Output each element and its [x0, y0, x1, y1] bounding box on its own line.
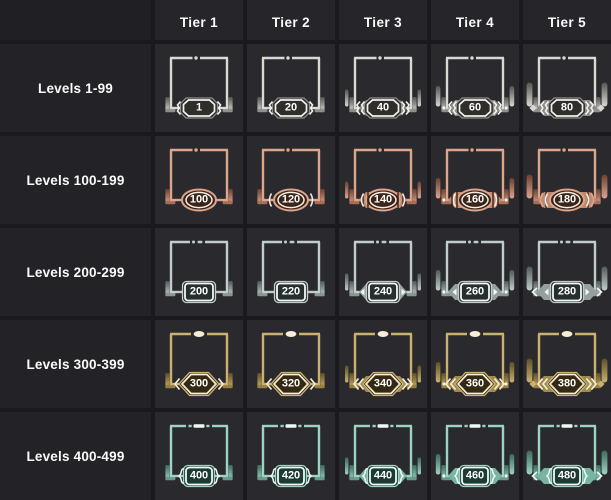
- level-border-icon: [165, 240, 233, 304]
- frame-cell-r5-t1: 400: [155, 412, 243, 500]
- level-badge-number: 120: [281, 193, 301, 206]
- frame-cell-r2-t3: 140: [339, 136, 427, 224]
- frame-cell-r4-t3: 340: [339, 320, 427, 408]
- row-label-levels-1-99: Levels 1-99: [0, 44, 151, 132]
- level-badge-number: 260: [465, 285, 485, 298]
- frame-cell-r1-t1: 1: [155, 44, 243, 132]
- frame-cell-r1-t3: 40: [339, 44, 427, 132]
- level-border-icon: [345, 331, 421, 397]
- frame-cell-r2-t2: 120: [247, 136, 335, 224]
- level-border-icon: [165, 424, 233, 488]
- frame-cell-r5-t3: 440: [339, 412, 427, 500]
- level-border-icon: [435, 424, 515, 488]
- row-label-levels-100-199: Levels 100-199: [0, 136, 151, 224]
- frame-cell-r5-t2: 420: [247, 412, 335, 500]
- level-badge-number: 480: [557, 469, 577, 482]
- level-badge-number: 440: [373, 469, 393, 482]
- level-border-icon: [435, 148, 515, 212]
- level-badge-number: 280: [557, 285, 577, 298]
- level-border-icon: [165, 148, 233, 212]
- level-badge-number: 20: [284, 101, 298, 114]
- frame-cell-r1-t2: 20: [247, 44, 335, 132]
- level-border-icon: [526, 331, 608, 397]
- frame-cell-r2-t4: 160: [431, 136, 519, 224]
- frame-cell-r2-t1: 100: [155, 136, 243, 224]
- level-border-icon: [345, 56, 421, 119]
- level-border-icon: [345, 424, 421, 488]
- level-badge-number: 360: [465, 377, 485, 390]
- level-badge-number: 400: [189, 469, 209, 482]
- level-badge-number: 140: [373, 193, 393, 206]
- frame-cell-r5-t5: 480: [523, 412, 611, 500]
- frame-cell-r3-t4: 260: [431, 228, 519, 316]
- row-label-levels-300-399: Levels 300-399: [0, 320, 151, 408]
- level-border-icon: [526, 56, 608, 119]
- level-badge-number: 420: [281, 469, 301, 482]
- level-border-icon: [435, 240, 515, 304]
- level-border-icon: [257, 424, 325, 488]
- tier-header-4: Tier 4: [431, 0, 519, 40]
- frame-cell-r4-t1: 300: [155, 320, 243, 408]
- level-border-icon: [165, 331, 233, 397]
- frame-cell-r2-t5: 180: [523, 136, 611, 224]
- table-corner-spacer: [0, 0, 151, 40]
- frame-cell-r5-t4: 460: [431, 412, 519, 500]
- level-badge-number: 340: [373, 377, 393, 390]
- level-badge-number: 240: [373, 285, 393, 298]
- frame-cell-r1-t5: 80: [523, 44, 611, 132]
- level-badge-number: 380: [557, 377, 577, 390]
- tier-header-5: Tier 5: [523, 0, 611, 40]
- level-badge-number: 160: [465, 193, 485, 206]
- level-border-icon: [435, 56, 515, 119]
- level-border-icon: [257, 148, 325, 212]
- level-border-icon: [257, 331, 325, 397]
- row-label-levels-200-299: Levels 200-299: [0, 228, 151, 316]
- tier-header-2: Tier 2: [247, 0, 335, 40]
- level-border-icon: [257, 56, 325, 119]
- level-badge-number: 320: [281, 377, 301, 390]
- level-border-icon: [526, 148, 608, 212]
- level-badge-number: 460: [465, 469, 485, 482]
- tier-header-3: Tier 3: [339, 0, 427, 40]
- frame-cell-r4-t5: 380: [523, 320, 611, 408]
- level-badge-number: 180: [557, 193, 577, 206]
- level-border-icon: [165, 56, 233, 119]
- level-badge-number: 100: [189, 193, 209, 206]
- frame-cell-r3-t2: 220: [247, 228, 335, 316]
- level-border-icon: [345, 148, 421, 212]
- level-badge-number: 60: [468, 101, 482, 114]
- frame-cell-r4-t2: 320: [247, 320, 335, 408]
- level-border-icon: [526, 240, 608, 304]
- level-badge-number: 200: [189, 285, 209, 298]
- level-badge-number: 300: [189, 377, 209, 390]
- level-border-icon: [526, 424, 608, 488]
- level-border-icon: [257, 240, 325, 304]
- level-border-icon: [435, 331, 515, 397]
- frame-cell-r3-t1: 200: [155, 228, 243, 316]
- row-label-levels-400-499: Levels 400-499: [0, 412, 151, 500]
- frame-cell-r4-t4: 360: [431, 320, 519, 408]
- frame-cell-r1-t4: 60: [431, 44, 519, 132]
- level-badge-number: 1: [195, 101, 203, 114]
- level-badge-number: 80: [560, 101, 574, 114]
- level-border-icon: [345, 240, 421, 304]
- frame-cell-r3-t5: 280: [523, 228, 611, 316]
- frame-cell-r3-t3: 240: [339, 228, 427, 316]
- tier-header-1: Tier 1: [155, 0, 243, 40]
- level-badge-number: 220: [281, 285, 301, 298]
- level-badge-number: 40: [376, 101, 390, 114]
